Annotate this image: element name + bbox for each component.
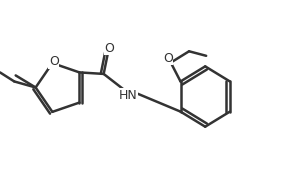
Text: O: O [49,55,59,68]
Text: O: O [104,42,114,55]
Text: O: O [163,52,173,65]
Text: HN: HN [119,89,137,102]
